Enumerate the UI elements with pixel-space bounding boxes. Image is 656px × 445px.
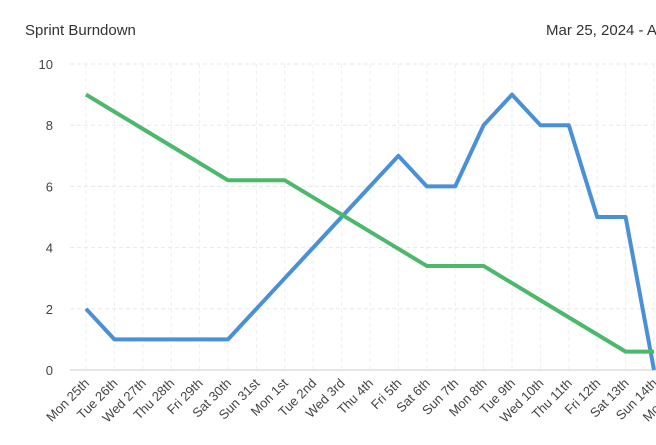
- y-tick-label: 8: [46, 118, 53, 133]
- series-line: [84, 92, 654, 354]
- series-line: [84, 92, 656, 371]
- date-range[interactable]: Mar 25, 2024 - A: [546, 22, 656, 39]
- y-tick-label: 6: [46, 179, 53, 194]
- chart-title: Sprint Burndown: [25, 22, 136, 39]
- y-tick-label: 10: [39, 57, 53, 72]
- y-tick-label: 2: [46, 302, 53, 317]
- y-tick-label: 4: [46, 241, 53, 256]
- y-tick-label: 0: [46, 363, 53, 378]
